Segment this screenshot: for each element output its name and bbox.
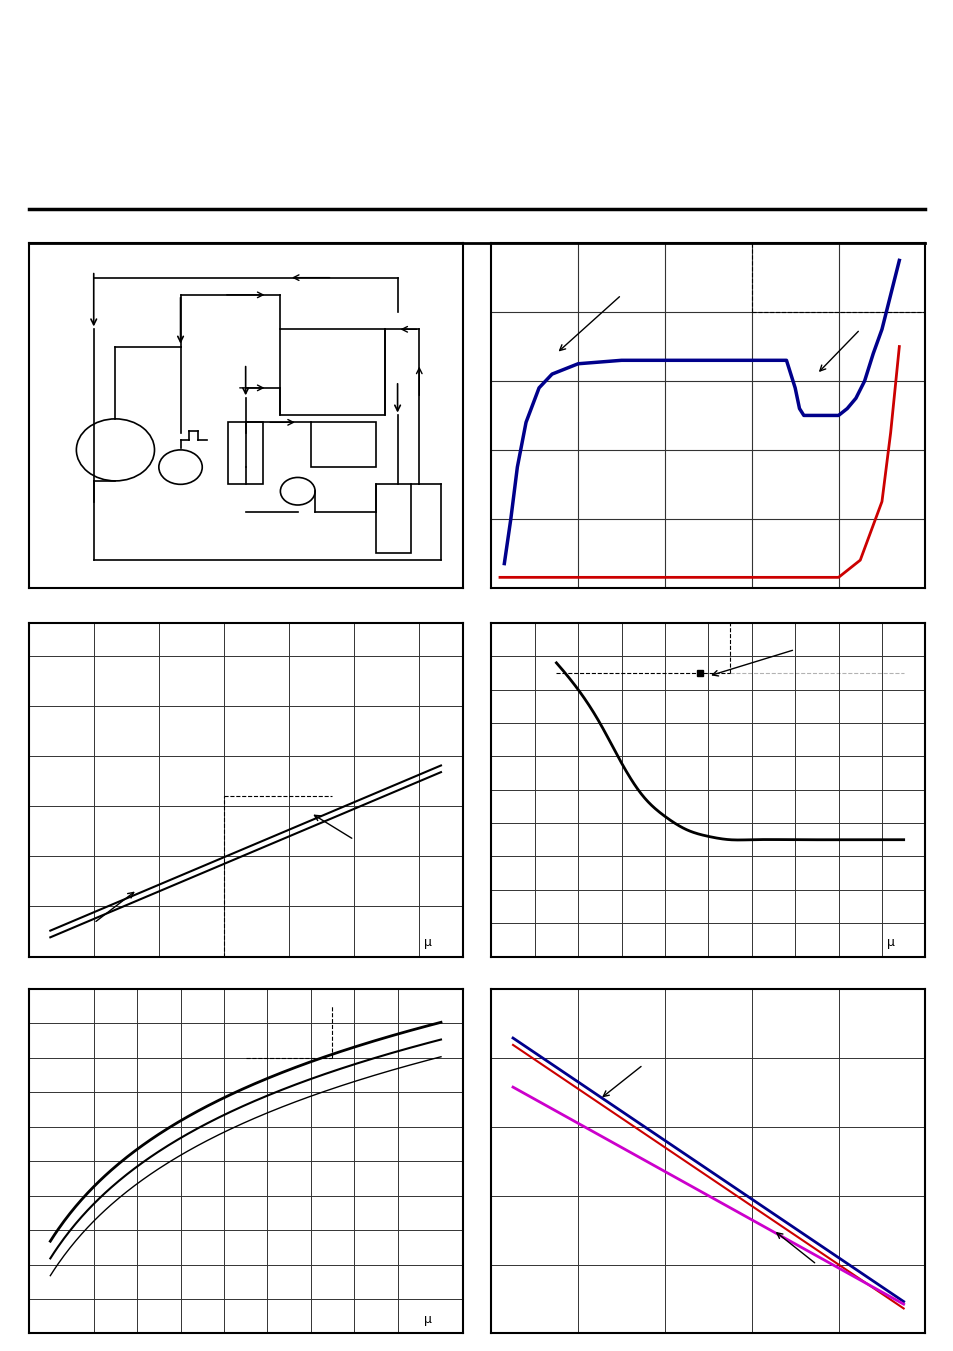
Bar — [280, 330, 384, 416]
Text: µ: µ — [423, 936, 432, 950]
Text: µ: µ — [423, 1313, 432, 1327]
Bar — [311, 423, 375, 467]
Bar — [228, 423, 263, 485]
Bar — [375, 485, 410, 554]
Text: µ: µ — [885, 936, 894, 950]
